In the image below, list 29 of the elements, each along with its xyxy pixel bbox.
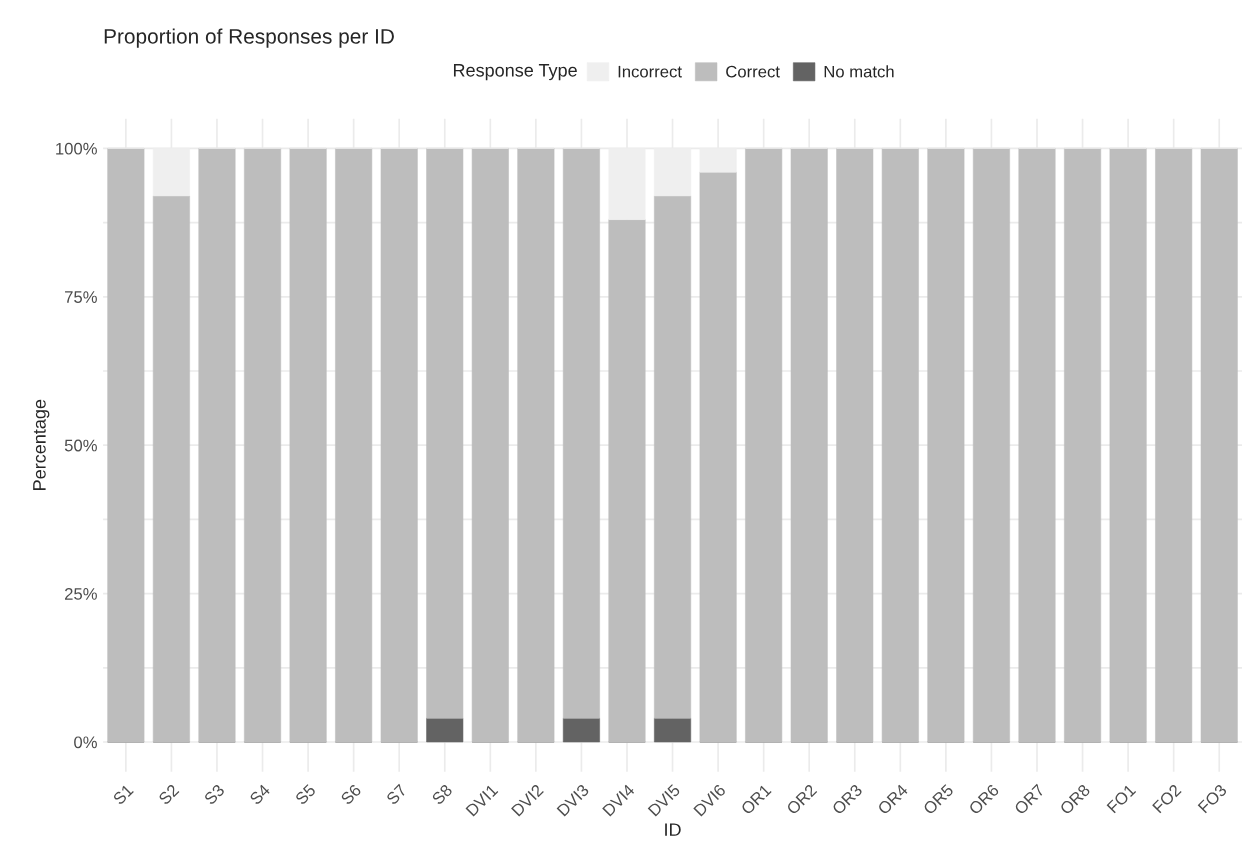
legend-title: Response Type — [453, 64, 577, 81]
y-tick-label: 0% — [74, 736, 97, 749]
x-axis-title: ID — [665, 823, 681, 836]
chart-title: Proportion of Responses per ID — [104, 28, 394, 48]
legend-label: Correct — [726, 65, 780, 78]
x-tick-label: S4 — [248, 783, 271, 806]
x-tick-label: FO1 — [1106, 783, 1137, 814]
y-tick-label: 50% — [64, 439, 97, 452]
x-tick-label: S2 — [157, 783, 180, 806]
legend-label: Incorrect — [618, 65, 682, 78]
x-tick-label: OR3 — [831, 783, 863, 816]
x-tick-label: S5 — [294, 783, 317, 806]
x-tick-label: OR8 — [1059, 783, 1091, 816]
x-tick-label: S8 — [431, 783, 453, 806]
x-tick-label: S1 — [112, 783, 134, 806]
x-tick-label: OR6 — [968, 783, 1000, 816]
y-axis-title: Percentage — [33, 399, 50, 490]
x-tick-label: S7 — [385, 783, 408, 806]
x-tick-label: FO2 — [1152, 783, 1182, 814]
x-tick-label: FO3 — [1197, 783, 1228, 814]
y-tick-label: 25% — [65, 588, 97, 600]
x-tick-label: OR2 — [785, 783, 818, 816]
x-tick-label: OR4 — [876, 783, 909, 816]
legend-label: No match — [824, 65, 894, 78]
y-tick-label: 100% — [56, 142, 97, 155]
x-tick-label: S6 — [340, 783, 362, 806]
y-tick-label: 75% — [65, 291, 97, 303]
x-tick-label: OR1 — [740, 783, 772, 816]
x-tick-label: S3 — [203, 783, 226, 806]
